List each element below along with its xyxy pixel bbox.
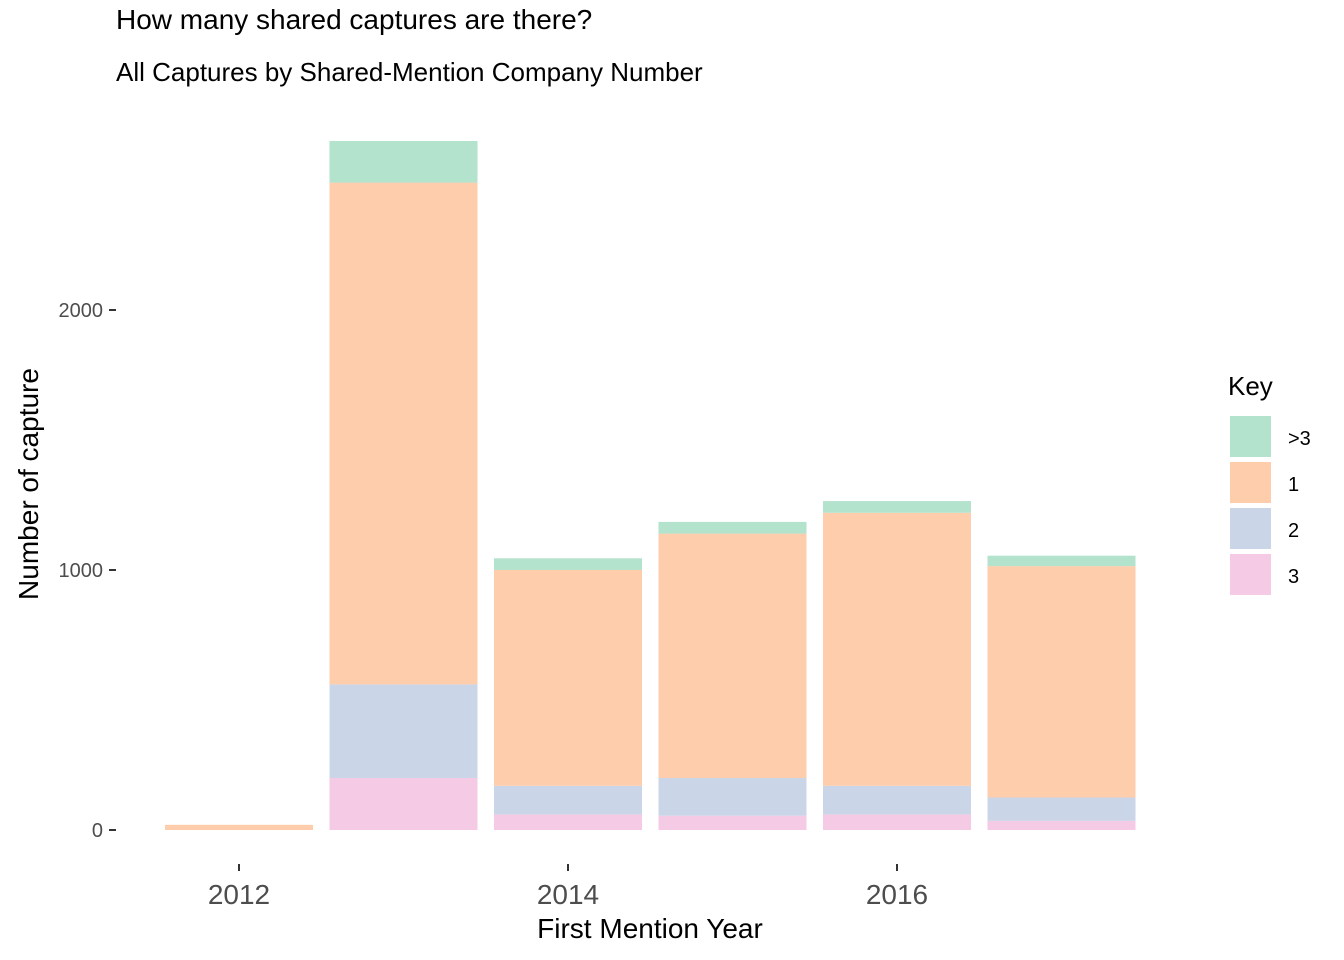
bar-segment-2013-3 [329, 778, 478, 830]
y-axis-title: Number of capture [13, 368, 44, 600]
bar-segment-2016-2 [823, 785, 971, 815]
bar-segment-2014-3 [494, 814, 642, 830]
x-tick-label: 2016 [866, 879, 928, 910]
x-tick-label: 2012 [208, 879, 270, 910]
bar-segment-2015-3 [658, 815, 807, 830]
bar-segment-2013-1 [329, 182, 478, 685]
legend-label: 3 [1288, 566, 1299, 588]
legend-title: Key [1228, 371, 1273, 401]
bar-segment-2016-1 [823, 512, 971, 786]
bar-segment-2017-gt3 [987, 555, 1136, 567]
bar-segment-2016-gt3 [823, 501, 971, 513]
bar-segment-2014-2 [494, 785, 642, 815]
x-tick-label: 2014 [537, 879, 599, 910]
chart-title: How many shared captures are there? [116, 4, 592, 35]
y-tick-label: 0 [92, 820, 103, 842]
y-axis: 0 1000 2000 [59, 300, 116, 842]
y-tick-label: 1000 [59, 560, 104, 582]
bar-segment-2012-1 [165, 824, 313, 830]
legend-label: 1 [1288, 474, 1299, 496]
legend-key-2 [1228, 506, 1273, 551]
bar-segment-2016-3 [823, 814, 971, 830]
bar-segment-2017-2 [987, 797, 1136, 821]
chart-subtitle: All Captures by Shared-Mention Company N… [116, 57, 703, 87]
plot-area [165, 141, 1136, 830]
legend: Key >3 1 2 3 [1228, 371, 1311, 597]
y-tick-label: 2000 [59, 300, 104, 322]
x-axis-title: First Mention Year [537, 913, 763, 944]
bar-segment-2017-1 [987, 566, 1136, 798]
bar-segment-2015-1 [658, 533, 807, 778]
bar-segment-2013-2 [329, 684, 478, 778]
legend-label: >3 [1288, 428, 1311, 450]
bar-segment-2017-3 [987, 820, 1136, 830]
bar-segment-2014-1 [494, 570, 642, 786]
x-axis: 2012 2014 2016 [208, 864, 928, 910]
legend-key-1 [1228, 460, 1273, 505]
bar-segment-2015-2 [658, 778, 807, 816]
bar-segment-2013-gt3 [329, 141, 478, 183]
bar-segment-2014-gt3 [494, 558, 642, 570]
bar-segment-2015-gt3 [658, 521, 807, 534]
legend-label: 2 [1288, 520, 1299, 542]
legend-key-gt3 [1228, 414, 1273, 459]
legend-key-3 [1228, 552, 1273, 597]
